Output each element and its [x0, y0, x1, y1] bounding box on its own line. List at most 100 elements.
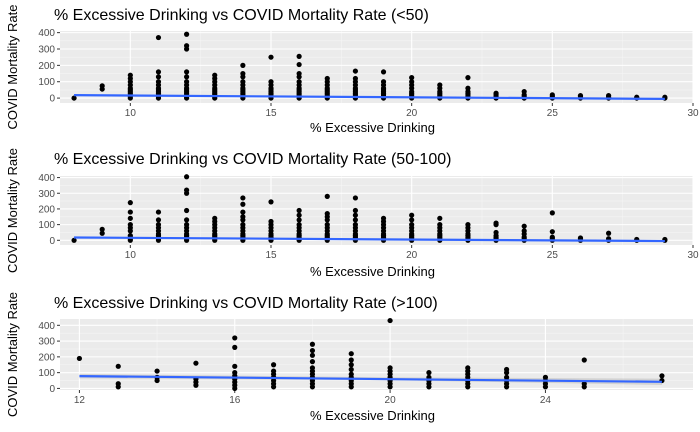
trend-line [74, 94, 665, 101]
data-point [268, 199, 274, 205]
data-point [184, 69, 190, 75]
data-point [155, 79, 162, 85]
data-point [296, 70, 302, 77]
data-point [184, 79, 190, 85]
data-point [71, 237, 77, 243]
data-point [184, 187, 190, 193]
data-point [154, 368, 160, 374]
data-point [270, 362, 277, 368]
data-point [240, 62, 246, 68]
data-point [127, 215, 133, 221]
data-point [348, 366, 354, 373]
data-point [127, 209, 133, 215]
y-tick-label: 200 [38, 61, 55, 72]
data-point [155, 69, 162, 75]
y-tick-label: 200 [38, 352, 55, 363]
chart-title: % Excessive Drinking vs COVID Mortality … [54, 151, 451, 168]
data-point [296, 212, 302, 218]
data-point [503, 374, 510, 380]
y-tick-label: 400 [38, 321, 55, 332]
data-point [352, 217, 358, 223]
y-tick-label: 200 [38, 204, 55, 215]
data-point [348, 362, 354, 368]
y-axis-label: COVID Mortality Rate [5, 5, 20, 130]
data-point [324, 75, 330, 82]
data-point [348, 371, 354, 377]
data-point [240, 79, 246, 85]
data-point [380, 69, 387, 75]
data-point [659, 373, 665, 379]
x-tick-label: 10 [125, 108, 137, 119]
data-point [296, 217, 302, 223]
data-point [309, 341, 316, 347]
x-tick-label: 25 [547, 250, 559, 261]
data-point [184, 222, 190, 228]
x-tick-label: 20 [385, 395, 397, 406]
data-point [268, 218, 274, 225]
data-point [268, 54, 274, 60]
data-point [521, 88, 527, 95]
data-point [232, 363, 238, 369]
data-point [352, 195, 358, 201]
data-point [493, 90, 499, 96]
x-tick-label: 20 [406, 250, 418, 261]
y-axis-label: COVID Mortality Rate [5, 292, 20, 417]
data-point [240, 70, 246, 77]
data-point [521, 223, 527, 229]
data-point [99, 230, 105, 236]
data-point [465, 85, 471, 91]
data-point [155, 74, 162, 80]
y-tick-label: 0 [49, 94, 55, 105]
data-point [296, 61, 302, 68]
data-point [240, 209, 246, 215]
x-tick-label: 24 [540, 395, 552, 406]
data-point [549, 210, 555, 216]
x-tick-label: 30 [687, 250, 699, 261]
data-point [184, 217, 190, 223]
data-point [348, 357, 354, 363]
data-point [409, 79, 415, 85]
data-point [387, 317, 393, 324]
data-point [193, 360, 199, 366]
data-point [184, 74, 190, 80]
data-point [352, 207, 358, 214]
data-point [426, 370, 432, 376]
data-point [549, 234, 555, 240]
data-point [380, 215, 387, 221]
chart-title: % Excessive Drinking vs COVID Mortality … [54, 295, 438, 312]
data-point [296, 79, 302, 85]
data-point [309, 365, 316, 371]
data-point [127, 200, 133, 206]
data-point [232, 335, 238, 341]
trend-line [79, 375, 662, 383]
data-point [521, 228, 527, 234]
data-point [493, 220, 499, 226]
x-tick-label: 10 [125, 250, 137, 261]
data-point [581, 381, 587, 387]
plot-background [60, 176, 693, 245]
data-point [324, 193, 330, 199]
data-point [352, 212, 358, 218]
data-point [352, 68, 358, 74]
data-point [577, 93, 584, 99]
data-point [542, 374, 549, 380]
data-point [240, 214, 246, 220]
data-point [409, 222, 415, 228]
data-point [409, 217, 415, 223]
chart-panel-over-100: 12 16 20 24 0 100 200 300 400 % Excessive Drinkin… [5, 292, 693, 423]
data-point [212, 215, 218, 221]
data-point [437, 215, 443, 221]
data-point [184, 31, 190, 37]
data-point [387, 365, 393, 371]
y-tick-label: 300 [38, 337, 55, 348]
data-point [155, 222, 162, 228]
data-point [465, 75, 471, 81]
data-point [155, 209, 162, 215]
data-point [76, 355, 83, 362]
y-axis-label: COVID Mortality Rate [5, 148, 20, 273]
data-point [296, 53, 302, 59]
data-point [380, 79, 387, 85]
data-point [268, 79, 274, 85]
